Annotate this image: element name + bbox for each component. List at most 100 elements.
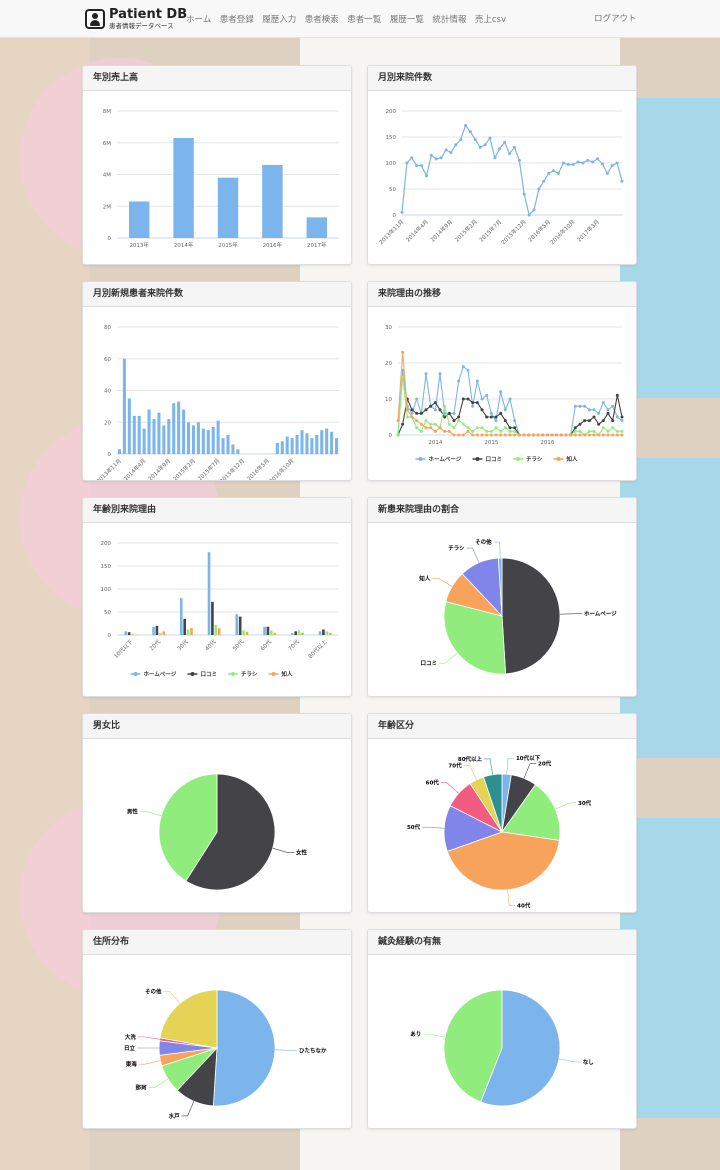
- y-tick-label: 80: [104, 325, 111, 331]
- pie-connector: [139, 811, 162, 817]
- panel-gender-ratio: 男女比 女性 男性: [82, 713, 352, 913]
- bar: [117, 449, 121, 454]
- pie-slice: [212, 989, 276, 1107]
- nav-history-list[interactable]: 履歴一覧: [389, 15, 424, 25]
- data-point: [583, 404, 587, 408]
- data-point: [541, 433, 545, 437]
- legend-marker: [133, 672, 138, 676]
- nav-patient-register[interactable]: 患者登録: [219, 15, 254, 25]
- x-tick-label: 70代: [286, 637, 301, 652]
- data-point: [429, 404, 433, 408]
- bar: [206, 430, 210, 454]
- pie-connector: [484, 758, 493, 775]
- data-point: [433, 408, 437, 412]
- bar: [172, 403, 176, 454]
- data-point: [424, 426, 428, 430]
- bar: [124, 631, 128, 635]
- panel-monthly-visits: 月別来院件数 0 50 100 150 200 2013年11月 2014年4月 2014年9…: [367, 65, 637, 265]
- nav-history-input[interactable]: 履歴入力: [262, 15, 297, 25]
- pie-label: ひたちなか: [299, 1046, 327, 1054]
- bar: [127, 632, 131, 635]
- data-point: [433, 401, 437, 405]
- pie-label: 70代: [448, 761, 462, 769]
- nav-patient-search[interactable]: 患者検索: [304, 15, 339, 25]
- pie-connector: [148, 1078, 169, 1088]
- bar: [214, 624, 218, 635]
- visit-reason-trend-chart: 0 10 20 30 2014 2015 2016 ホームページ 口コミ チラシ 知人: [385, 325, 624, 463]
- data-point: [401, 422, 405, 426]
- y-tick-label: 50: [104, 610, 111, 616]
- pie-label: その他: [145, 987, 162, 995]
- nav-menu: ホーム 患者登録 履歴入力 患者検索 患者一覧 履歴一覧 統計情報 売上csv: [186, 0, 514, 38]
- data-point: [606, 408, 610, 412]
- bar: [128, 201, 150, 238]
- data-point: [438, 372, 442, 376]
- data-point: [415, 426, 419, 430]
- y-tick-label: 2M: [103, 204, 111, 210]
- data-point: [503, 419, 507, 423]
- nav-patient-list[interactable]: 患者一覧: [347, 15, 382, 25]
- nav-home[interactable]: ホーム: [186, 15, 212, 25]
- panel-title: 男女比: [83, 714, 351, 739]
- panel-title: 月別来院件数: [368, 66, 636, 91]
- data-point: [424, 372, 428, 376]
- bar: [179, 598, 183, 635]
- bar: [152, 419, 156, 454]
- data-point: [415, 164, 419, 168]
- data-point: [485, 429, 489, 433]
- data-point: [480, 426, 484, 430]
- reason-by-age-chart: 0 50 100 150 200 10代以下 20代 30代 40代 50代 60代 70代 80代以上…: [101, 541, 339, 678]
- bar: [301, 632, 304, 635]
- x-tick-label: 2014年4月: [404, 218, 430, 244]
- data-point: [461, 422, 465, 426]
- navbar: Patient DB 患者情報データベース ホーム 患者登録 履歴入力 患者検索…: [0, 0, 720, 38]
- data-point: [471, 433, 475, 437]
- bar: [207, 552, 211, 635]
- data-point: [494, 415, 498, 419]
- x-tick-label: 40代: [203, 637, 218, 652]
- pie-label: チラシ: [448, 545, 465, 552]
- brand-logo[interactable]: Patient DB 患者情報データベース: [85, 6, 187, 32]
- data-point: [537, 187, 541, 191]
- nav-sales-csv[interactable]: 売上csv: [474, 15, 506, 25]
- bar: [122, 358, 126, 454]
- data-point: [527, 433, 531, 437]
- bar: [335, 438, 339, 454]
- x-tick-label: 2016年10月: [548, 218, 576, 246]
- bar: [330, 431, 334, 454]
- pie-label: なし: [583, 1059, 595, 1066]
- data-point: [583, 419, 587, 423]
- logout-link[interactable]: ログアウト: [594, 14, 637, 24]
- legend-marker: [556, 457, 561, 461]
- data-point: [475, 426, 479, 430]
- bar: [226, 434, 230, 454]
- x-tick-label: 2016年5月: [245, 457, 271, 481]
- pie-connector: [507, 889, 516, 906]
- data-point: [513, 433, 517, 437]
- data-point: [464, 124, 468, 128]
- data-point: [503, 426, 507, 430]
- data-point: [601, 401, 605, 405]
- data-point: [466, 426, 470, 430]
- bar: [238, 616, 242, 635]
- data-point: [461, 433, 465, 437]
- data-point: [485, 433, 489, 437]
- x-tick-label: 2013年: [129, 241, 149, 249]
- bar: [131, 634, 134, 635]
- pie-connector: [506, 757, 514, 775]
- data-point: [586, 158, 590, 162]
- nav-statistics[interactable]: 統計情報: [432, 15, 467, 25]
- data-point: [443, 429, 447, 433]
- data-point: [466, 397, 470, 401]
- data-point: [457, 433, 461, 437]
- pie-label: 10代以下: [516, 754, 541, 762]
- data-point: [592, 433, 596, 437]
- data-point: [573, 433, 577, 437]
- data-point: [615, 161, 619, 165]
- y-tick-label: 8M: [103, 109, 111, 115]
- data-point: [489, 415, 493, 419]
- data-point: [620, 433, 624, 437]
- data-point: [466, 429, 470, 433]
